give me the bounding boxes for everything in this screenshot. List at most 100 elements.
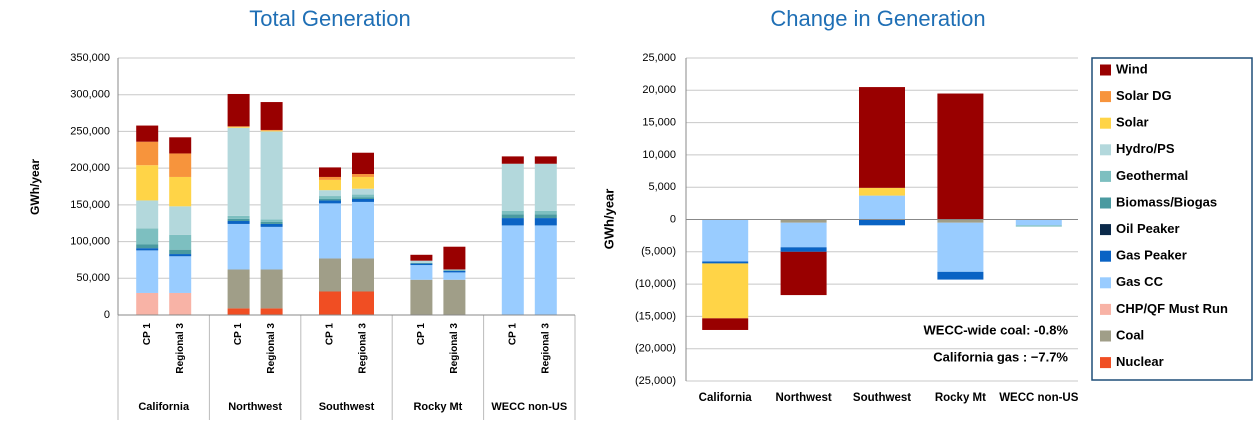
legend-swatch <box>1100 357 1111 369</box>
bar-segment <box>260 130 283 132</box>
y-tick-label: 200,000 <box>70 162 110 174</box>
bar-segment <box>937 271 984 280</box>
bar-segment <box>319 258 341 292</box>
legend-swatch <box>1100 144 1111 156</box>
bar-segment <box>227 221 250 224</box>
bar-segment <box>260 308 283 315</box>
y-axis-label: GWh/year <box>601 189 616 250</box>
bar-segment <box>136 292 159 315</box>
x-tick-label: Regional 3 <box>175 323 186 374</box>
y-tick-label: 25,000 <box>642 52 676 64</box>
legend-box <box>1091 57 1253 381</box>
legend-label: Geothermal <box>1116 168 1188 183</box>
chart-title: Total Generation <box>249 6 410 31</box>
bar-segment <box>443 269 466 271</box>
bar-segment <box>780 251 827 296</box>
legend-label: Gas CC <box>1116 274 1164 289</box>
legend-label: Oil Peaker <box>1116 221 1180 236</box>
annotation: California gas : −7.7% <box>933 349 1068 364</box>
bar-segment <box>501 163 524 211</box>
legend-label: Coal <box>1116 327 1144 342</box>
x-tick-label: CP 1 <box>325 323 336 345</box>
x-tick-label: Regional 3 <box>449 323 460 374</box>
y-tick-label: 300,000 <box>70 89 110 101</box>
y-tick-label: 0 <box>104 309 110 321</box>
legend-swatch <box>1100 197 1111 209</box>
bar-segment <box>227 215 250 219</box>
legend-label: Gas Peaker <box>1116 248 1187 263</box>
bar-segment <box>410 254 433 261</box>
bar-segment <box>169 206 192 235</box>
bar-segment <box>534 218 557 226</box>
bar-segment <box>260 269 283 309</box>
bar-segment <box>501 156 524 164</box>
y-tick-label: (20,000) <box>635 343 676 355</box>
bar-segment <box>169 234 192 250</box>
bar-segment <box>859 87 905 188</box>
legend-label: CHP/QF Must Run <box>1116 301 1228 316</box>
bar-segment <box>260 131 283 220</box>
bar-segment <box>410 260 433 263</box>
group-label: Rocky Mt <box>413 401 462 413</box>
bar-segment <box>501 218 524 226</box>
y-tick-label: 20,000 <box>642 84 676 96</box>
legend-swatch <box>1100 277 1111 289</box>
x-tick-label: CP 1 <box>416 323 427 345</box>
bar-segment <box>1015 225 1062 227</box>
bar-segment <box>260 102 283 130</box>
bar-segment <box>937 222 984 272</box>
bar-segment <box>352 176 374 189</box>
bar-segment <box>136 250 159 293</box>
y-axis-label: GWh/year <box>28 159 42 215</box>
bar-segment <box>780 222 827 248</box>
bar-segment <box>227 218 250 222</box>
bar-segment <box>169 153 192 177</box>
bar-segment <box>260 219 283 222</box>
bar-segment <box>501 210 524 215</box>
legend-swatch <box>1100 170 1111 182</box>
legend-swatch <box>1100 64 1111 76</box>
bar-segment <box>260 129 283 131</box>
bar-segment <box>352 194 374 198</box>
bar-segment <box>136 200 159 229</box>
bar-segment <box>319 190 341 197</box>
bar-segment <box>443 270 466 271</box>
bar-segment <box>702 263 749 319</box>
y-tick-label: 0 <box>670 213 676 225</box>
legend-label: Solar DG <box>1116 88 1172 103</box>
bar-segment <box>534 156 557 164</box>
x-tick-label: Southwest <box>853 392 911 404</box>
bar-segment <box>410 265 433 280</box>
bar-segment <box>352 258 374 292</box>
bar-segment <box>136 248 159 251</box>
bar-segment <box>534 163 557 211</box>
bar-segment <box>319 167 341 177</box>
y-tick-label: 5,000 <box>648 181 676 193</box>
y-tick-label: 350,000 <box>70 52 110 64</box>
y-tick-label: (15,000) <box>635 310 676 322</box>
bar-segment <box>702 318 749 330</box>
y-tick-label: 50,000 <box>76 272 110 284</box>
bar-segment <box>227 223 250 270</box>
x-tick-label: Regional 3 <box>358 323 369 374</box>
bar-segment <box>352 291 374 315</box>
bar-segment <box>169 254 192 257</box>
bar-segment <box>169 249 192 255</box>
legend-swatch <box>1100 91 1111 103</box>
y-tick-label: 10,000 <box>642 149 676 161</box>
bar-segment <box>319 203 341 259</box>
y-tick-label: 15,000 <box>642 117 676 129</box>
group-label: California <box>138 401 190 413</box>
bar-segment <box>443 279 466 315</box>
bar-segment <box>534 214 557 219</box>
y-tick-label: 150,000 <box>70 199 110 211</box>
legend-swatch <box>1100 224 1111 236</box>
bar-segment <box>859 219 905 226</box>
bar-segment <box>501 225 524 315</box>
x-tick-label: Regional 3 <box>266 323 277 374</box>
bar-segment <box>352 188 374 195</box>
chart-title: Change in Generation <box>770 6 985 31</box>
bar-segment <box>352 201 374 259</box>
legend-label: Wind <box>1116 61 1148 76</box>
bar-segment <box>136 141 159 166</box>
